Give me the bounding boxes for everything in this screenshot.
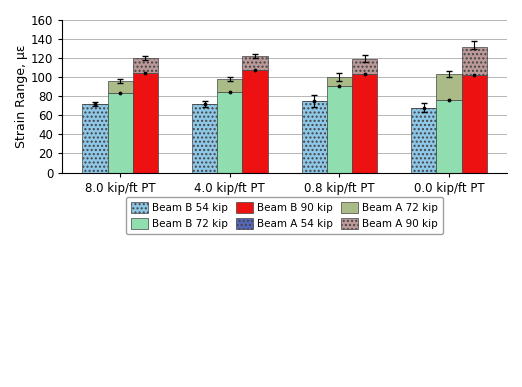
Legend: Beam B 54 kip, Beam B 72 kip, Beam B 90 kip, Beam A 54 kip, Beam A 72 kip, Beam : Beam B 54 kip, Beam B 72 kip, Beam B 90 … bbox=[126, 197, 443, 235]
Bar bbox=[242, 56, 268, 70]
Bar bbox=[108, 93, 133, 173]
Bar bbox=[352, 59, 377, 74]
Bar bbox=[436, 100, 461, 173]
Bar bbox=[327, 77, 352, 86]
Bar bbox=[242, 70, 268, 173]
Bar bbox=[461, 75, 487, 173]
Bar bbox=[217, 79, 242, 91]
Bar bbox=[352, 74, 377, 173]
Bar bbox=[327, 86, 352, 173]
Y-axis label: Strain Range, με: Strain Range, με bbox=[15, 45, 28, 148]
Bar bbox=[192, 104, 217, 173]
Bar bbox=[108, 81, 133, 93]
Bar bbox=[133, 74, 158, 173]
Bar bbox=[302, 101, 327, 173]
Bar bbox=[411, 108, 436, 173]
Bar bbox=[436, 74, 461, 100]
Bar bbox=[217, 91, 242, 173]
Bar bbox=[461, 47, 487, 75]
Bar bbox=[133, 58, 158, 74]
Bar bbox=[82, 104, 108, 173]
